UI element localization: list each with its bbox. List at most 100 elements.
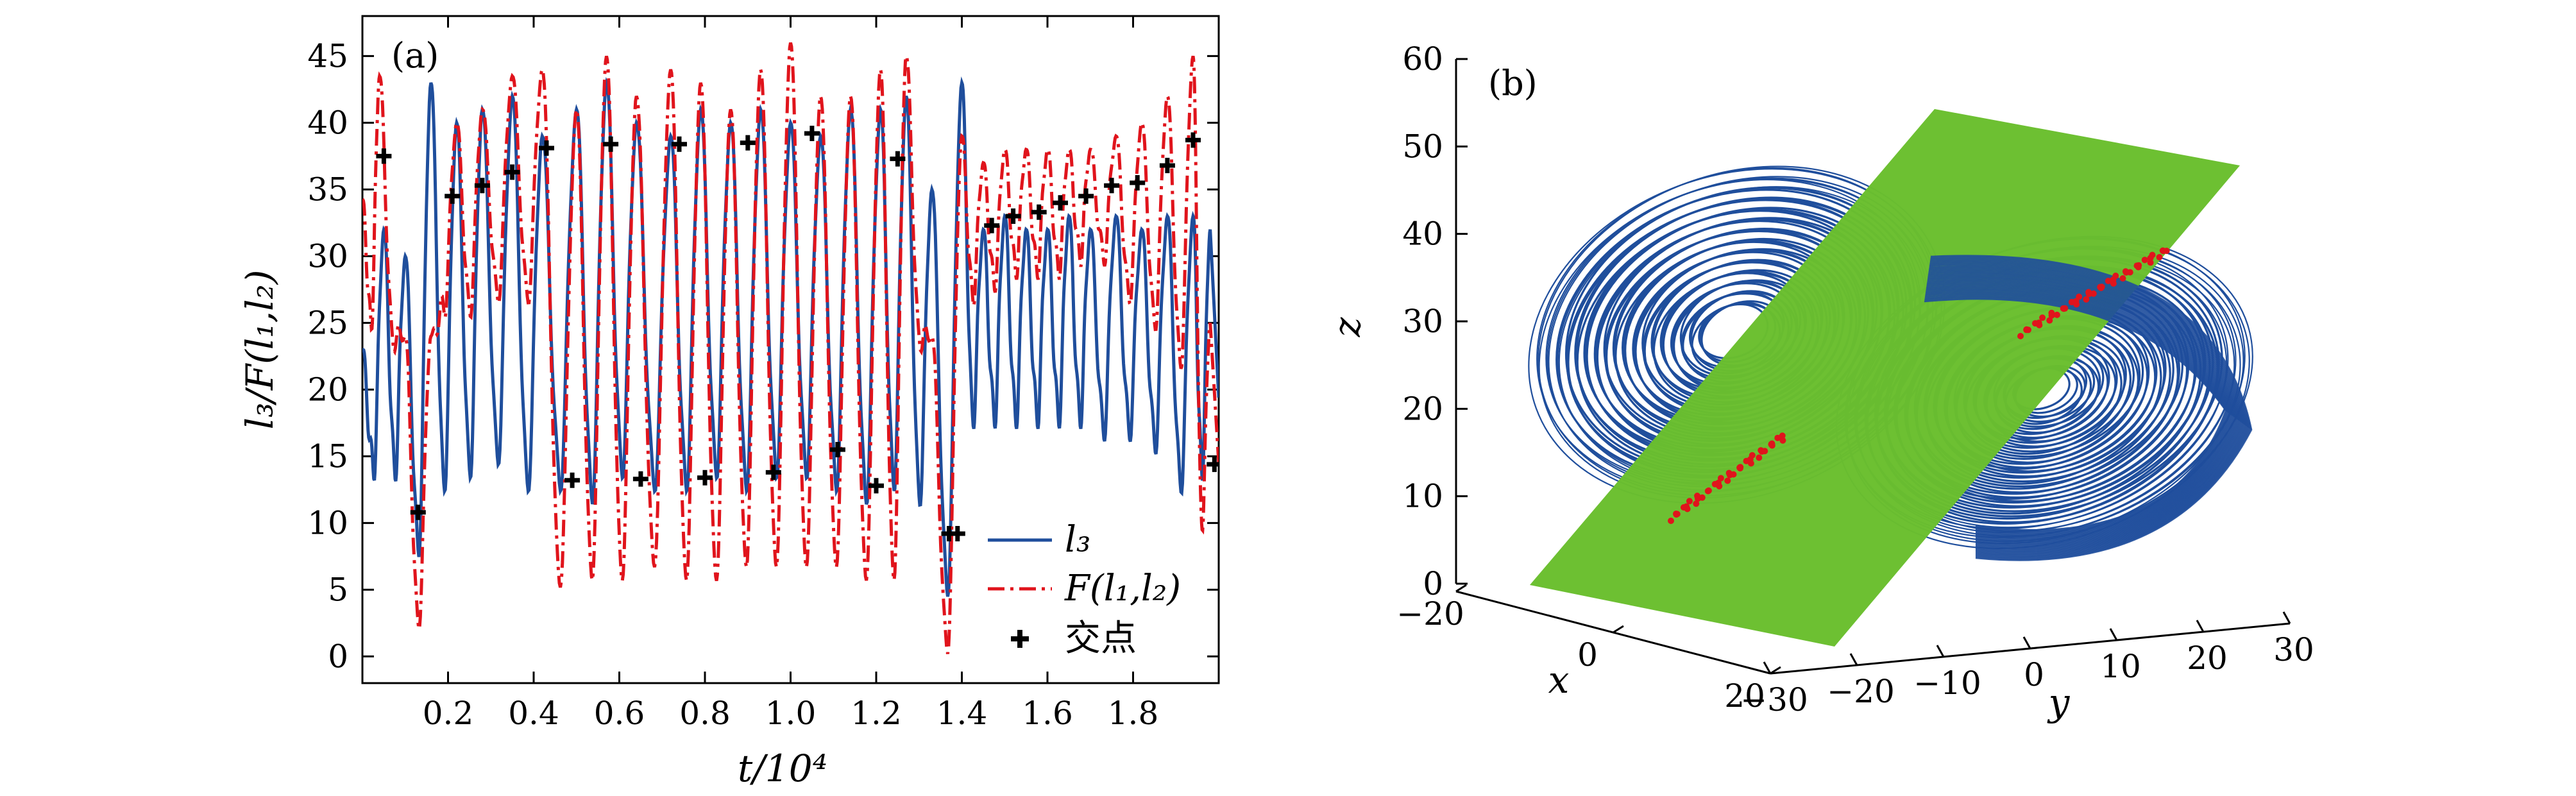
intersection-point (2105, 278, 2112, 284)
panel-a-line-chart: 0 5 10 15 20 25 30 35 40 45 0.2 0.4 0.6 0.8 1.0 1.2 1.4… (238, 15, 1220, 790)
intersection-marker (1104, 178, 1120, 194)
intersection-point (2090, 290, 2097, 297)
intersection-marker (804, 126, 820, 141)
intersection-point (1779, 432, 1786, 439)
intersection-marker (1031, 204, 1047, 220)
x-tick-mark (1613, 625, 1624, 634)
intersection-point (2039, 314, 2046, 321)
series-F-line (362, 42, 1219, 654)
y-tick-label: 10 (2100, 648, 2141, 685)
intersection-point (2035, 319, 2042, 326)
intersection-marker (1159, 158, 1175, 173)
intersection-point (1715, 479, 1722, 486)
z-tick-label: 30 (1402, 303, 1443, 340)
intersection-marker (1207, 456, 1219, 472)
y-tick-label: 20 (307, 371, 348, 408)
intersection-marker (1053, 195, 1068, 211)
y-tick-label: 5 (328, 571, 348, 608)
z-tick-label: 60 (1402, 40, 1443, 78)
x-tick-label: 1.2 (851, 695, 902, 732)
panel-a-label: (a) (391, 35, 439, 76)
y-tick-label: 15 (307, 437, 348, 475)
intersection-point (2147, 259, 2154, 266)
intersection-point (2046, 317, 2053, 324)
panel-a-x-axis-label: t/10⁴ (738, 747, 827, 790)
z-tick-label: 20 (1402, 390, 1443, 427)
panel-b-z-axis-label: z (1325, 317, 1369, 337)
intersection-point (2141, 257, 2148, 264)
intersection-marker (474, 178, 490, 194)
intersection-marker (697, 470, 713, 486)
x-tick-label: 20 (1724, 677, 1765, 715)
intersection-point (1693, 500, 1700, 507)
z-tick-label: 0 (1423, 565, 1443, 602)
y-tick-label: −30 (1740, 681, 1808, 718)
intersection-point (2076, 293, 2083, 300)
intersection-point (1683, 503, 1690, 510)
intersection-point (2053, 311, 2060, 318)
intersection-point (1717, 475, 1724, 482)
y-tick-label: 40 (307, 104, 348, 141)
intersection-marker (445, 188, 461, 204)
x-tick-label: 0.2 (423, 695, 474, 732)
y-tick-mark (1849, 653, 1858, 666)
z-tick-label: 50 (1402, 128, 1443, 165)
intersection-marker (829, 442, 845, 457)
intersection-point (1694, 493, 1700, 499)
intersection-point (2085, 289, 2092, 296)
intersection-point (1737, 464, 1744, 471)
intersection-markers (376, 126, 1219, 541)
panel-b-label: (b) (1488, 63, 1538, 103)
intersection-marker (410, 504, 426, 520)
panel-b-y-axis-label: y (2047, 681, 2071, 724)
y-tick-label: 10 (307, 504, 348, 541)
intersection-marker (765, 464, 781, 480)
intersection-point (1674, 511, 1681, 518)
plane-intersection-points (1668, 247, 2170, 524)
intersection-point (1756, 454, 1763, 461)
y-tick-label: 45 (307, 37, 348, 74)
intersection-point (2048, 309, 2055, 316)
y-tick-label: 30 (2273, 631, 2314, 668)
y-tick-label: 20 (2187, 639, 2228, 677)
intersection-marker (539, 140, 554, 156)
legend-intersection-label: 交点 (1065, 618, 1137, 659)
intersection-point (1705, 487, 1712, 494)
intersection-point (2017, 333, 2024, 339)
x-tick-label: 0.8 (679, 695, 731, 732)
intersection-point (2126, 269, 2133, 276)
legend-marker-icon (1011, 630, 1029, 648)
x-tick-label: −20 (1396, 595, 1464, 632)
intersection-point (2163, 248, 2170, 255)
intersection-point (2156, 254, 2163, 260)
intersection-marker (1130, 175, 1146, 191)
x-tick-label: 1.6 (1022, 695, 1073, 732)
intersection-marker (941, 526, 957, 541)
intersection-marker (672, 136, 687, 152)
intersection-marker (504, 164, 520, 180)
intersection-point (2119, 275, 2126, 282)
panel-a-legend: l₃ F(l₁,l₂) 交点 (988, 519, 1181, 659)
intersection-marker (564, 472, 580, 488)
green-plane (1530, 109, 2240, 647)
intersection-point (1699, 494, 1706, 501)
intersection-point (1730, 471, 1737, 478)
panel-b-y-ticks: −30 −20 −10 0 10 20 30 (1740, 611, 2314, 718)
x-tick-label: 0 (1577, 636, 1598, 673)
intersection-point (2062, 305, 2069, 312)
intersection-marker (869, 478, 884, 494)
intersection-point (1749, 452, 1756, 459)
intersection-marker (949, 526, 965, 541)
panel-b-x-axis-label: x (1548, 658, 1570, 702)
y-tick-label: 0 (328, 638, 348, 675)
y-tick-label: 30 (307, 237, 348, 275)
lorenz-attractor-front (1924, 255, 2253, 561)
z-tick-label: 40 (1402, 216, 1443, 253)
intersection-marker (984, 217, 1000, 233)
panel-b-z-ticks: 0 10 20 30 40 50 60 (1402, 40, 1468, 602)
panel-b-x-ticks: −20 0 20 (1396, 584, 1781, 715)
y-tick-mark (2282, 611, 2291, 624)
x-tick-mark (1455, 584, 1467, 593)
intersection-point (1686, 498, 1693, 505)
intersection-marker (890, 151, 906, 167)
